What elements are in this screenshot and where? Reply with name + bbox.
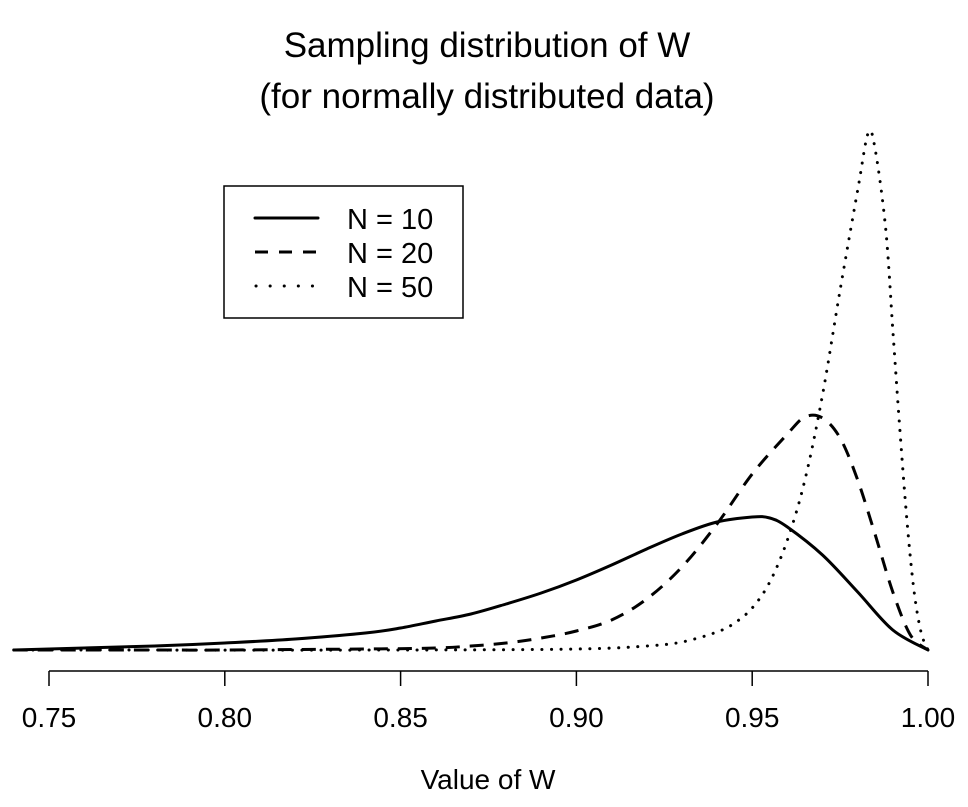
legend-label: N = 20 [347, 238, 433, 270]
series-line-n10 [12, 515, 930, 652]
legend-entries: N = 10N = 20N = 50 [253, 204, 433, 304]
legend-label: N = 50 [347, 272, 433, 304]
x-axis: 0.75 0.80 0.85 0.90 0.95 1.00 [22, 670, 956, 733]
x-tick-label: 0.80 [198, 702, 253, 733]
chart-title: Sampling distribution of W [284, 26, 691, 65]
series-line-n50 [12, 129, 930, 652]
x-tick-label: 0.90 [549, 702, 604, 733]
series-layer [12, 129, 930, 652]
x-axis-label: Value of W [421, 764, 556, 795]
x-tick-label: 1.00 [901, 702, 956, 733]
legend-box [223, 185, 464, 319]
x-tick-label: 0.95 [725, 702, 780, 733]
chart-subtitle: (for normally distributed data) [259, 77, 714, 116]
legend-label: N = 10 [347, 204, 433, 236]
x-ticks: 0.75 0.80 0.85 0.90 0.95 1.00 [22, 671, 956, 733]
legend: N = 10N = 20N = 50 [223, 185, 464, 319]
x-tick-label: 0.85 [373, 702, 428, 733]
x-tick-label: 0.75 [22, 702, 77, 733]
